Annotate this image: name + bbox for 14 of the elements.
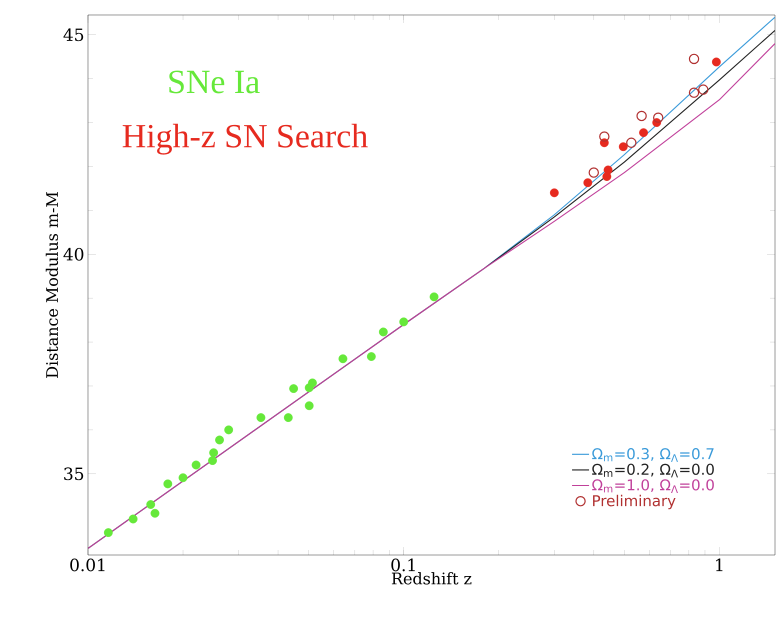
y-axis-title: Distance Modulus m-M xyxy=(46,192,58,378)
x-tick-label: 0.01 xyxy=(70,558,104,572)
legend-label: Ω$_{m}$=1.0, Ω$_{Λ}$=0.0 xyxy=(592,479,714,493)
legend-label: Preliminary xyxy=(593,494,676,510)
legend-label: Ω$_{m}$=0.3, Ω$_{Λ}$=0.7 xyxy=(592,448,714,462)
text: SNe Ia xyxy=(169,70,260,94)
y-tick-label: 45 xyxy=(63,28,84,42)
y-tick-label: 35 xyxy=(64,467,84,480)
x-axis-title: Redshift z xyxy=(392,572,472,584)
x-tick-label: 0.1 xyxy=(391,558,415,572)
x-tick-label: 1 xyxy=(716,558,722,572)
text: High-z SN Search xyxy=(122,124,368,155)
y-tick-label: 40 xyxy=(63,248,84,261)
legend-label: Ω$_{m}$=0.2, Ω$_{Λ}$=0.0 xyxy=(592,464,714,478)
